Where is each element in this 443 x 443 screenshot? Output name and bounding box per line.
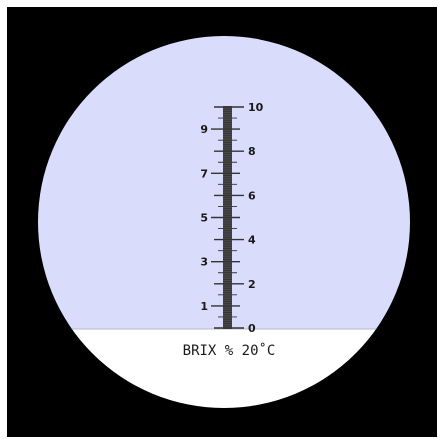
scale-label-left: 5 <box>200 212 208 225</box>
scale-label-right: 10 <box>248 101 264 114</box>
scale-label-left: 1 <box>200 300 208 313</box>
scale-label-right: 2 <box>248 278 256 291</box>
scale-label-right: 6 <box>248 189 256 202</box>
scale-label-left: 3 <box>200 256 208 269</box>
scale-label-left: 9 <box>200 123 208 136</box>
unit-label: BRIX % 20˚C <box>183 342 276 359</box>
scale-labels: 0 2 4 6 8 10 1 3 5 7 9 <box>200 101 263 335</box>
scale-ticks <box>211 106 244 329</box>
scale-label-right: 8 <box>248 145 256 158</box>
scale-label-left: 7 <box>200 167 208 180</box>
scale-label-right: 0 <box>248 322 256 335</box>
scale-label-right: 4 <box>248 234 256 247</box>
brix-scale: 0 2 4 6 8 10 1 3 5 7 9 <box>200 101 263 335</box>
